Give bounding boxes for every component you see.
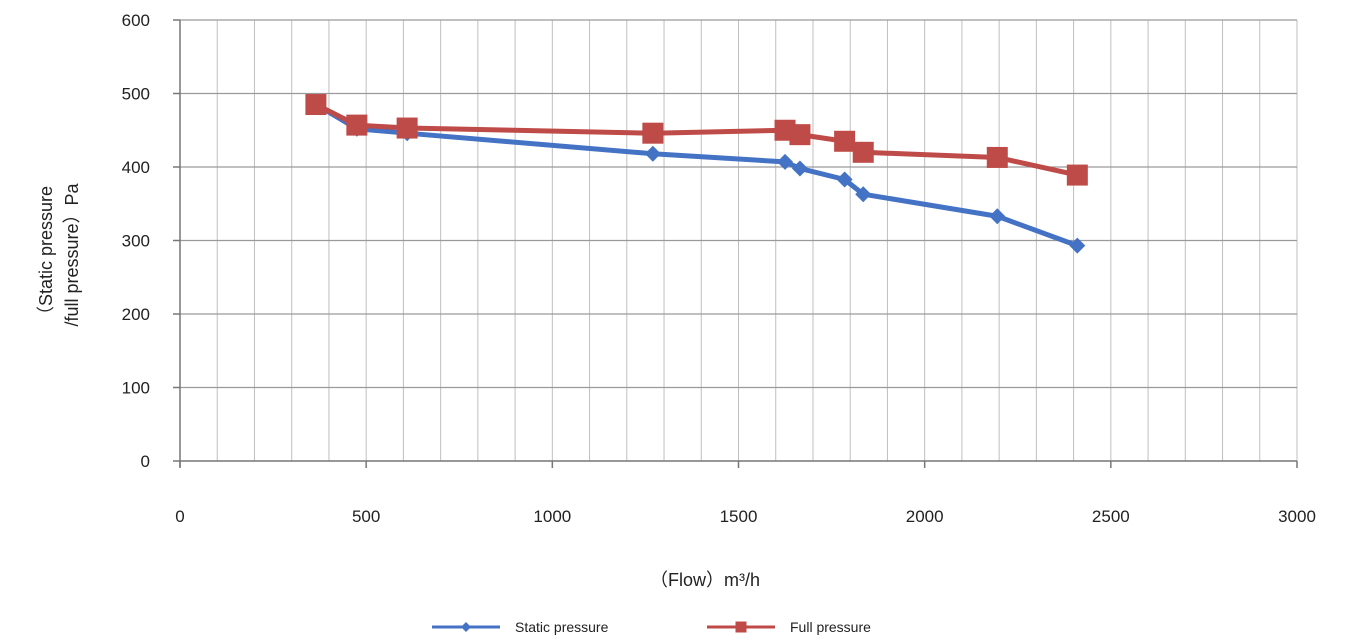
x-tick-label: 2000	[906, 507, 944, 526]
data-point	[834, 131, 855, 152]
y-tick-label: 200	[122, 305, 150, 324]
data-point	[642, 123, 663, 144]
y-axis-title-line-2: /full pressure）Pa	[62, 182, 82, 326]
axes	[173, 20, 1297, 468]
series-static-pressure	[308, 97, 1085, 254]
y-tick-label: 600	[122, 11, 150, 30]
legend-marker	[736, 622, 747, 633]
y-axis-title-line-1: （Static pressure	[36, 186, 56, 324]
series	[305, 94, 1087, 254]
data-point	[792, 160, 808, 176]
x-axis-title: （Flow）m³/h	[650, 570, 760, 590]
data-point	[305, 94, 326, 115]
legend-item-static-pressure: Static pressure	[432, 619, 609, 635]
x-tick-labels: 0 500 1000 1500 2000 2500 3000	[175, 507, 1316, 526]
series-full-pressure	[305, 94, 1087, 186]
data-point	[397, 118, 418, 139]
data-point	[346, 115, 367, 136]
legend-marker	[461, 622, 471, 632]
data-point	[853, 142, 874, 163]
x-tick-label: 3000	[1278, 507, 1316, 526]
legend-label: Full pressure	[790, 619, 871, 635]
y-tick-label: 300	[122, 232, 150, 251]
x-tick-label: 1500	[720, 507, 758, 526]
y-tick-label: 0	[141, 452, 150, 471]
y-tick-label: 500	[122, 85, 150, 104]
y-tick-labels: 0 100 200 300 400 500 600	[122, 11, 150, 471]
x-tick-label: 2500	[1092, 507, 1130, 526]
legend-label: Static pressure	[515, 619, 609, 635]
data-point	[789, 124, 810, 145]
y-axis-title: （Static pressure /full pressure）Pa	[36, 182, 82, 326]
x-tick-label: 500	[352, 507, 380, 526]
x-tick-label: 0	[175, 507, 184, 526]
x-tick-label: 1000	[533, 507, 571, 526]
series-line	[316, 105, 1077, 246]
data-point	[987, 147, 1008, 168]
data-point	[989, 208, 1005, 224]
y-tick-label: 400	[122, 158, 150, 177]
series-line	[316, 105, 1077, 176]
data-point	[1067, 165, 1088, 186]
legend-item-full-pressure: Full pressure	[707, 619, 871, 635]
y-tick-label: 100	[122, 379, 150, 398]
grid	[180, 20, 1297, 461]
legend: Static pressure Full pressure	[432, 619, 871, 635]
data-point	[645, 146, 661, 162]
